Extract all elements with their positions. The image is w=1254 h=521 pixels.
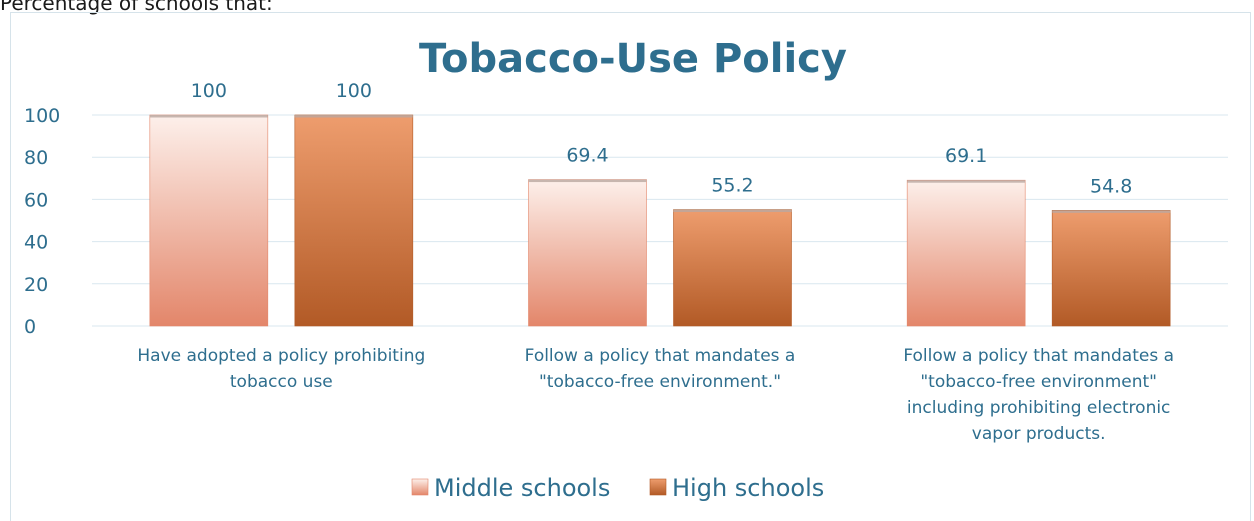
legend-label: Middle schools: [434, 474, 610, 502]
bars: 100 100 69.4 55.2 69.1 54.8: [150, 80, 1170, 326]
bar-top-edge: [1052, 210, 1170, 213]
legend-label: High schools: [672, 474, 824, 502]
y-tick-label: 60: [24, 189, 48, 211]
bar-high-schools: [674, 210, 792, 326]
bar-high-schools: [295, 115, 413, 326]
legend-swatch: [650, 479, 666, 495]
bar-top-edge: [150, 115, 268, 118]
category-label: Follow a policy that mandates a: [525, 346, 796, 366]
bar-top-edge: [674, 210, 792, 213]
data-label: 100: [336, 80, 372, 102]
bar-middle-schools: [907, 180, 1025, 326]
legend-swatch: [412, 479, 428, 495]
y-tick-label: 40: [24, 232, 48, 254]
y-tick-label: 80: [24, 147, 48, 169]
legend: Middle schools High schools: [412, 474, 824, 502]
y-tick-label: 20: [24, 274, 48, 296]
y-axis: 0 20 40 60 80 100: [24, 105, 60, 338]
data-label: 69.1: [945, 145, 987, 167]
x-axis: Have adopted a policy prohibiting tobacco…: [137, 346, 1174, 444]
category-label: Follow a policy that mandates a: [903, 346, 1174, 366]
bar-top-edge: [529, 180, 647, 183]
y-tick-label: 100: [24, 105, 60, 127]
bar-middle-schools: [150, 115, 268, 326]
data-label: 69.4: [566, 145, 608, 167]
category-label: tobacco use: [230, 372, 333, 392]
chart-title: Tobacco-Use Policy: [419, 36, 847, 82]
category-label: "tobacco-free environment": [920, 372, 1157, 392]
bar-middle-schools: [529, 180, 647, 326]
y-tick-label: 0: [24, 316, 36, 338]
bar-high-schools: [1052, 210, 1170, 326]
data-label: 55.2: [711, 175, 753, 197]
category-label: including prohibiting electronic: [907, 398, 1171, 418]
bar-top-edge: [907, 180, 1025, 183]
category-label: Have adopted a policy prohibiting: [137, 346, 425, 366]
category-label: "tobacco-free environment.": [539, 372, 781, 392]
category-label: vapor products.: [972, 424, 1106, 444]
data-label: 54.8: [1090, 175, 1132, 197]
bar-top-edge: [295, 115, 413, 118]
data-label: 100: [191, 80, 227, 102]
